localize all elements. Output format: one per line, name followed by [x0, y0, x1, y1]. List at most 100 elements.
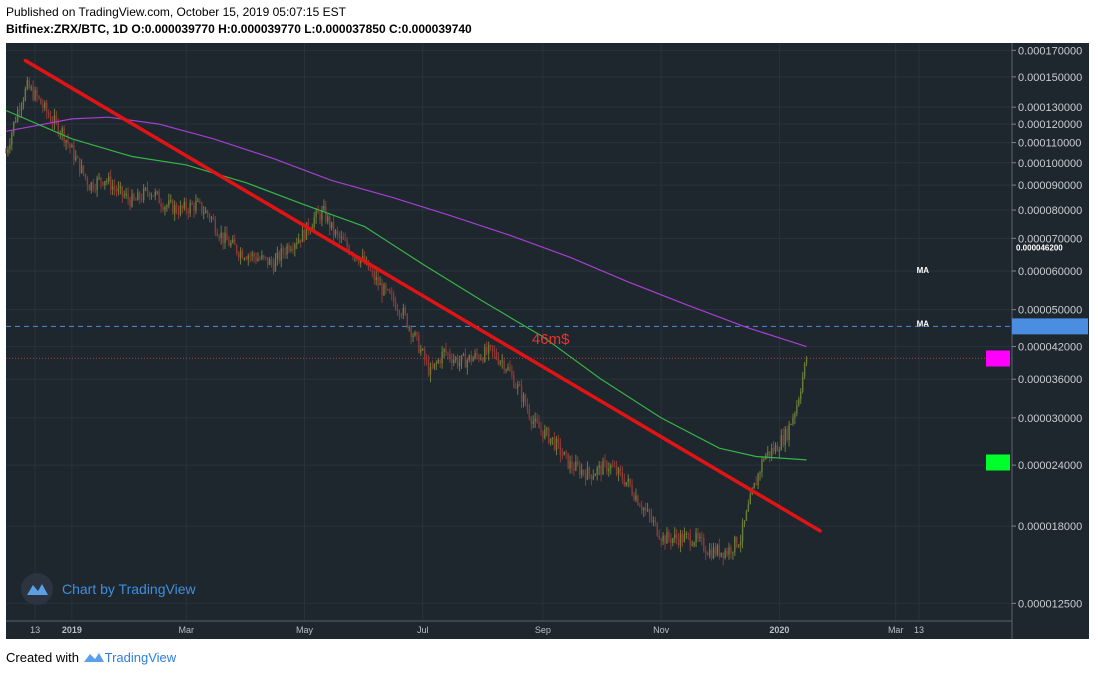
candle-body — [567, 453, 569, 469]
symbol-ohlc-line: Bitfinex:ZRX/BTC, 1D O:0.000039770 H:0.0… — [6, 22, 472, 36]
candle-body — [689, 534, 691, 546]
candle-body — [24, 88, 27, 101]
candle-body — [538, 422, 540, 429]
candle-body — [666, 531, 668, 544]
x-tick-label: 2019 — [62, 625, 82, 635]
candle-body — [253, 253, 255, 258]
candle-body — [179, 205, 182, 215]
price-label-box — [1012, 318, 1088, 335]
candle-body — [435, 362, 438, 364]
candle-body — [592, 476, 595, 480]
candle-body — [468, 355, 470, 361]
candle-body — [726, 550, 728, 555]
horizontal-lines — [6, 325, 1012, 359]
candle-body — [140, 199, 143, 201]
x-tick-label: Mar — [179, 625, 195, 635]
time-axis[interactable]: 13 2019 Mar May Jul Sep Nov 2020 Mar 13 — [30, 625, 924, 635]
candle-body — [119, 186, 122, 189]
candle-body — [305, 222, 308, 240]
candle-body — [557, 438, 560, 443]
candle-body — [270, 259, 273, 264]
y-tick-label: 0.000024000 — [1018, 460, 1082, 472]
candle-body — [32, 87, 34, 100]
annotation-text: MA — [917, 266, 930, 275]
y-tick-label: 0.000060000 — [1018, 266, 1082, 278]
candle-body — [77, 156, 79, 158]
candle-body — [606, 461, 608, 472]
candle-body — [517, 384, 519, 388]
candle-body — [137, 192, 139, 201]
candle-body — [497, 358, 500, 364]
candle-body — [520, 385, 523, 402]
candle-body — [598, 465, 600, 468]
candle-body — [629, 478, 631, 486]
candle-body — [637, 495, 639, 505]
candle-body — [301, 229, 304, 243]
candle-body — [377, 277, 379, 286]
candle-body — [280, 248, 282, 261]
watermark[interactable]: Chart by TradingView — [21, 573, 196, 605]
candle-body — [664, 535, 666, 544]
candle-body — [672, 538, 674, 543]
candle-body — [505, 369, 507, 371]
candle-body — [693, 542, 695, 546]
candle-body — [639, 504, 641, 507]
candle-body — [782, 435, 784, 445]
candle-body — [582, 469, 585, 474]
price-axis[interactable]: 0.000170000 0.000150000 0.000130000 0.00012… — [1012, 45, 1082, 610]
candle-body — [150, 195, 153, 197]
candle-body — [175, 204, 178, 213]
candle-body — [108, 176, 110, 182]
candle-body — [224, 232, 226, 244]
candle-body — [342, 236, 344, 240]
tradingview-brand[interactable]: TradingView — [104, 650, 177, 665]
candle-body — [437, 359, 439, 363]
candle-body — [170, 200, 172, 202]
candle-body — [462, 354, 465, 356]
candle-body — [776, 445, 779, 452]
candle-body — [330, 221, 333, 229]
candle-body — [730, 547, 732, 554]
candle-body — [549, 438, 552, 444]
candle-body — [486, 346, 488, 354]
candle-body — [613, 466, 616, 468]
candle-body — [687, 533, 689, 535]
candle-body — [278, 252, 281, 261]
watermark-text: Chart by TradingView — [62, 581, 196, 597]
candle-body — [513, 374, 515, 388]
candle-body — [571, 461, 573, 469]
candle-body — [100, 177, 102, 182]
candle-body — [652, 520, 655, 522]
candle-body — [284, 253, 286, 255]
candle-body — [648, 509, 651, 516]
candle-body — [650, 515, 653, 521]
candle-body — [501, 360, 503, 362]
candle-body — [540, 428, 542, 431]
candle-body — [158, 191, 160, 204]
candle-body — [590, 474, 593, 480]
candle-body — [670, 538, 672, 543]
candle-body — [171, 200, 174, 214]
candle-body — [55, 115, 58, 121]
candle-body — [228, 240, 230, 246]
candle-body — [627, 478, 629, 482]
candle-body — [456, 357, 459, 366]
candle-body — [371, 270, 374, 272]
candle-body — [518, 384, 521, 386]
ma-short-line — [5, 109, 807, 461]
candle-body — [30, 87, 32, 89]
candle-body — [741, 523, 744, 542]
y-tick-label: 0.000042000 — [1018, 342, 1082, 354]
candle-body — [303, 229, 306, 240]
candle-body — [548, 428, 550, 444]
trendline[interactable] — [23, 58, 822, 533]
candle-body — [631, 485, 633, 495]
candle-body — [623, 480, 626, 486]
candle-body — [259, 258, 261, 260]
candle-body — [265, 256, 267, 258]
candle-body — [588, 467, 591, 475]
candle-body — [739, 541, 742, 546]
candle-body — [551, 437, 554, 439]
candle-body — [790, 424, 792, 426]
